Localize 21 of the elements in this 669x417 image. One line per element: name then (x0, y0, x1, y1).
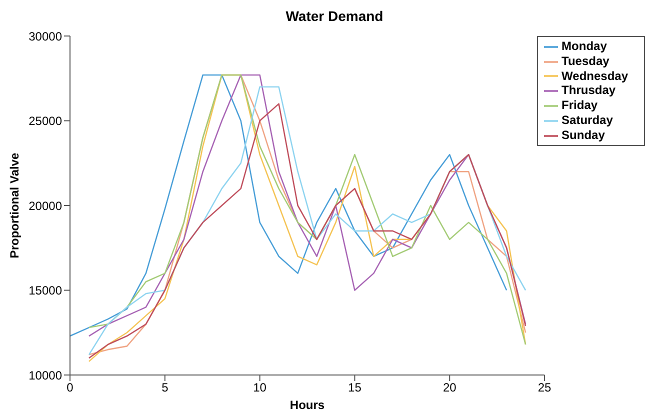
y-tick-label: 10000 (28, 368, 62, 382)
x-tick-label: 10 (253, 380, 267, 395)
x-tick-label: 0 (66, 380, 74, 395)
chart-title: Water Demand (284, 8, 384, 26)
legend-label: Tuesday (562, 54, 610, 68)
x-tick-label: 15 (348, 380, 362, 395)
y-tick-label: 25000 (28, 114, 62, 128)
y-tick-label: 15000 (28, 284, 62, 298)
legend-label: Wednesday (562, 68, 628, 83)
legend-label: Sunday (562, 128, 605, 142)
legend-label: Friday (562, 98, 598, 112)
x-tick-label: 25 (538, 380, 552, 395)
x-axis-title: Hours (290, 398, 325, 412)
y-tick-label: 20000 (28, 198, 62, 213)
x-tick-label: 5 (162, 380, 169, 395)
y-axis-title: Proportional Valve (7, 152, 22, 258)
legend-label: Thrusday (562, 83, 616, 98)
y-tick-label: 30000 (28, 29, 62, 44)
legend-label: Monday (562, 39, 607, 53)
x-tick-label: 20 (442, 380, 457, 395)
legend-label: Saturday (562, 113, 613, 128)
